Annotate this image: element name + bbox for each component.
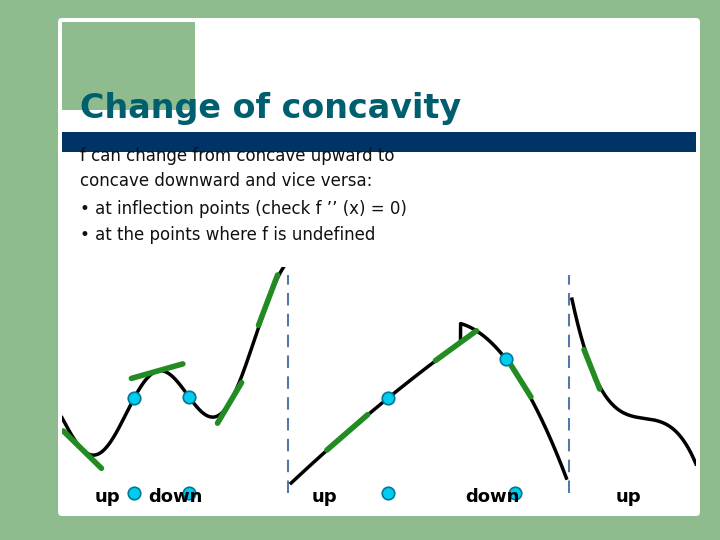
Text: Change of concavity: Change of concavity [80,92,461,125]
Text: down: down [465,488,519,505]
Text: f can change from concave upward to: f can change from concave upward to [80,147,395,165]
Bar [62,132,696,152]
Text: concave downward and vice versa:: concave downward and vice versa: [80,172,372,190]
Text: down: down [148,488,202,505]
Text: • at the points where f is undefined: • at the points where f is undefined [80,226,375,244]
Bar [62,22,195,110]
FancyBboxPatch shape [58,18,700,516]
Text: • at inflection points (check f ’’ (x) = 0): • at inflection points (check f ’’ (x) =… [80,200,407,218]
Text: up: up [616,488,641,505]
Text: up: up [312,488,338,505]
Text: up: up [94,488,120,505]
